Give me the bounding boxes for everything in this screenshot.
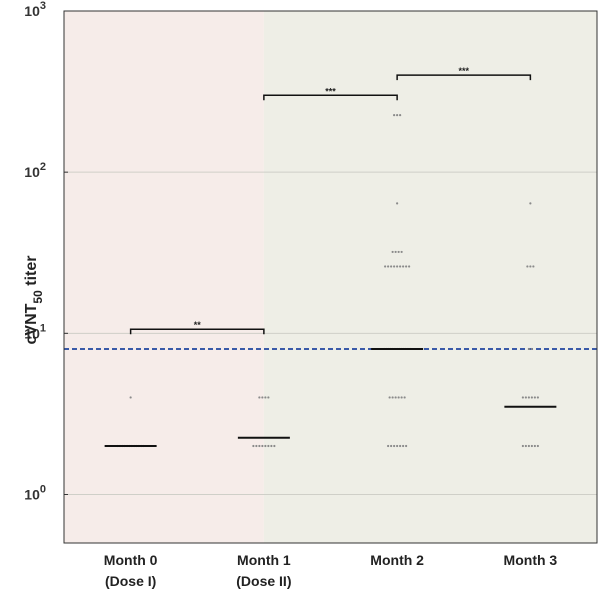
data-point (399, 265, 402, 268)
significance-label-2: *** (458, 66, 469, 76)
x-category-sublabel-1: (Dose II) (236, 573, 291, 589)
x-category-sublabel-0: (Dose I) (105, 573, 156, 589)
data-point (524, 444, 527, 448)
y-tick-label-0: 100 (24, 483, 46, 502)
data-point (387, 444, 390, 448)
data-point (397, 250, 400, 254)
data-point (384, 265, 387, 268)
data-point (521, 444, 524, 448)
data-point (399, 444, 402, 448)
data-point (391, 250, 394, 254)
data-point (400, 250, 403, 254)
y-tick-label-1: 101 (24, 322, 46, 341)
data-point (521, 396, 524, 399)
data-point (258, 396, 261, 399)
shaded-region-0 (64, 11, 264, 543)
data-point (527, 396, 530, 399)
data-point (252, 444, 255, 448)
data-point (403, 396, 406, 399)
data-point (264, 396, 267, 399)
significance-label-0: ** (194, 320, 202, 330)
data-point (390, 444, 393, 448)
data-point (267, 396, 270, 399)
data-point (393, 265, 396, 268)
y-axis-label: cVNT50 titer (23, 256, 45, 345)
significance-bracket-0 (129, 328, 265, 335)
data-point (270, 444, 273, 448)
data-point (530, 396, 533, 399)
data-point (536, 444, 539, 448)
data-point (388, 396, 391, 399)
y-tick-label-2: 102 (24, 161, 46, 180)
data-point (396, 265, 399, 268)
x-category-label-3: Month 3 (504, 552, 558, 568)
x-category-label-2: Month 2 (370, 552, 424, 568)
data-point (529, 265, 532, 268)
data-point (405, 444, 408, 448)
data-point (405, 265, 408, 268)
x-category-label-0: Month 0 (104, 552, 158, 568)
data-point (396, 202, 399, 205)
data-point (261, 396, 264, 399)
data-point (527, 444, 530, 448)
data-point (264, 444, 267, 448)
data-point (400, 396, 403, 399)
y-tick-label-3: 103 (24, 0, 46, 19)
data-point (526, 265, 529, 268)
data-point (397, 396, 400, 399)
significance-bracket-2 (396, 74, 532, 81)
data-point (258, 444, 261, 448)
data-point (273, 444, 276, 448)
data-point (261, 444, 264, 448)
data-point (530, 444, 533, 448)
data-point (536, 396, 539, 399)
data-point (396, 113, 399, 117)
data-point (391, 396, 394, 399)
data-point (267, 444, 270, 448)
significance-label-1: *** (325, 86, 336, 96)
data-point (530, 347, 533, 351)
data-point (387, 265, 390, 268)
data-point (402, 444, 405, 448)
data-point (255, 444, 258, 448)
data-point (129, 396, 132, 399)
data-point (533, 444, 536, 448)
data-point (390, 265, 393, 268)
x-category-label-1: Month 1 (237, 552, 291, 568)
data-point (408, 265, 411, 268)
data-point (394, 250, 397, 254)
data-point (532, 265, 535, 268)
data-point (393, 113, 396, 117)
data-point (399, 113, 402, 117)
data-point (402, 265, 405, 268)
significance-bracket-1 (263, 94, 398, 101)
data-point (393, 444, 396, 448)
shaded-region-1 (263, 11, 597, 543)
data-point (524, 396, 527, 399)
data-point (527, 347, 530, 351)
data-point (396, 444, 399, 448)
plot-frame (63, 10, 598, 544)
data-point (394, 396, 397, 399)
data-point (529, 202, 532, 205)
data-point (533, 396, 536, 399)
